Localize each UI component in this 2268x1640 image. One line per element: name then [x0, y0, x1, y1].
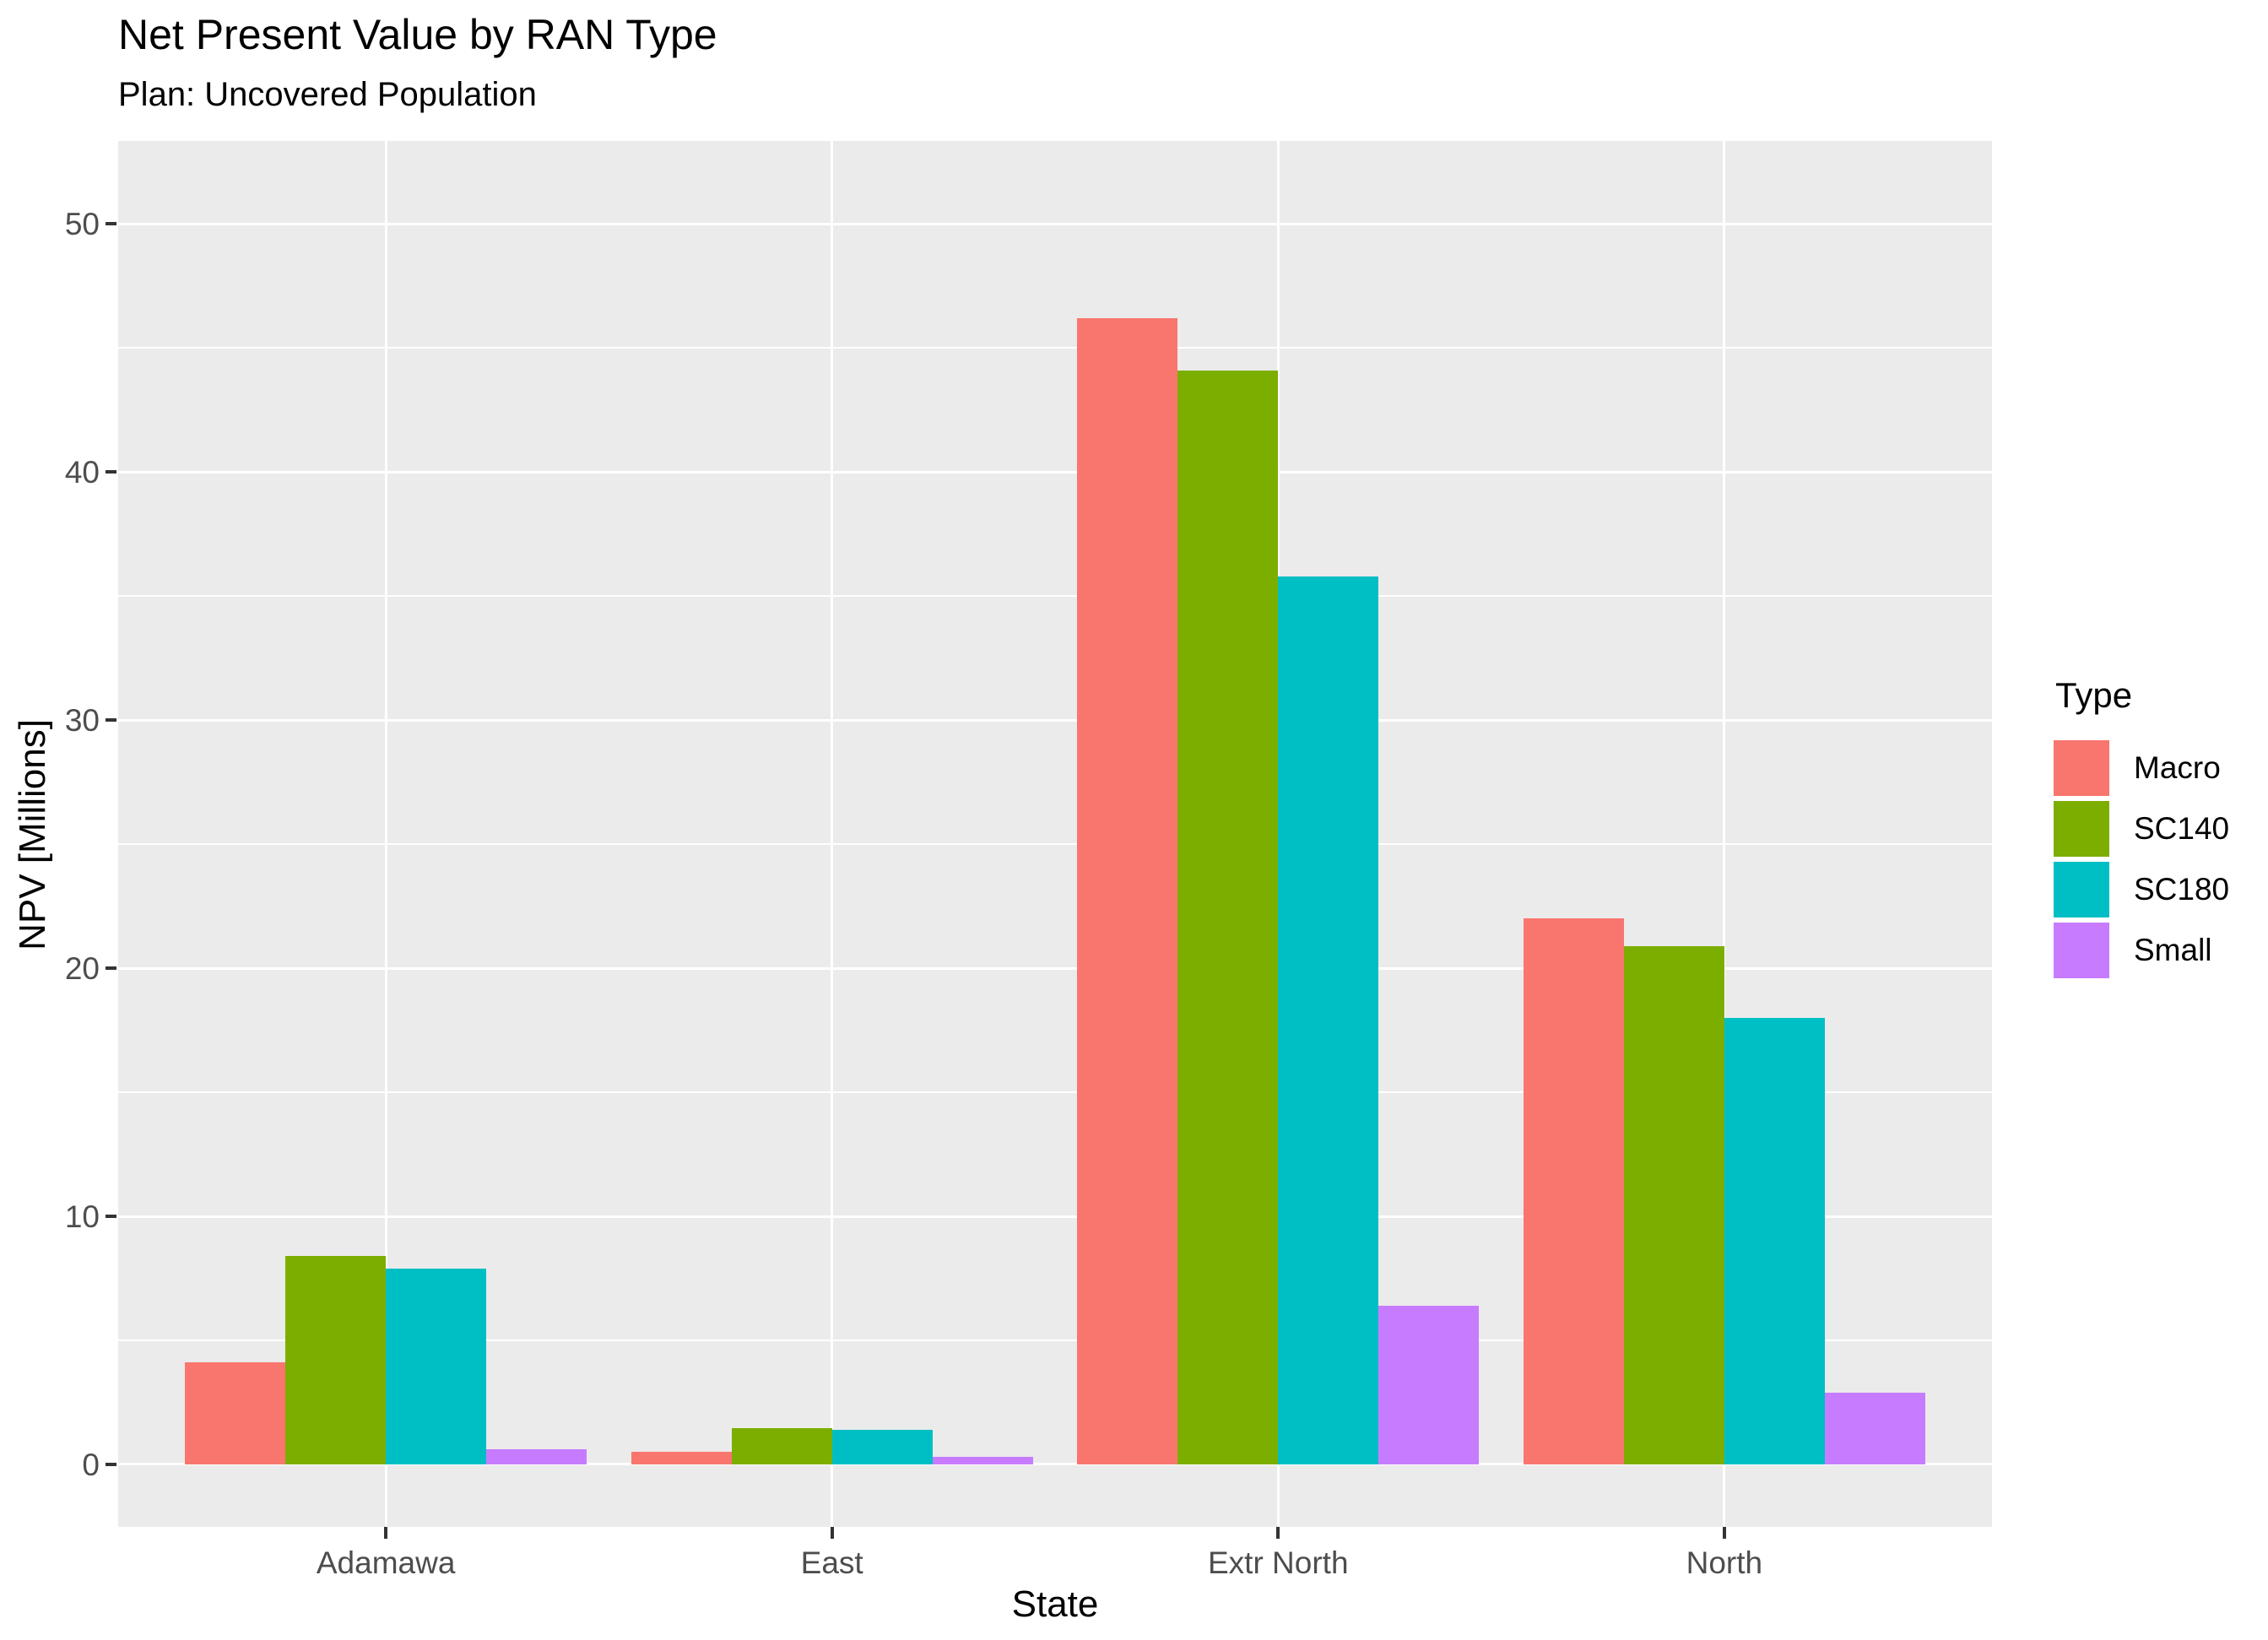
- legend-title: Type: [2055, 675, 2133, 715]
- y-tick-label: 0: [82, 1447, 100, 1482]
- y-tick-label: 50: [64, 207, 100, 242]
- bar-sc140-adamawa: [285, 1256, 387, 1464]
- y-axis-title: NPV [Millions]: [12, 719, 53, 950]
- legend-label: Small: [2134, 933, 2212, 967]
- x-tick: [830, 1527, 834, 1539]
- category-gridline: [1723, 141, 1726, 1527]
- x-tick: [384, 1527, 388, 1539]
- x-tick-label: Extr North: [1208, 1545, 1349, 1580]
- x-tick-label: East: [800, 1545, 863, 1580]
- bar-macro-extr-north: [1077, 318, 1178, 1464]
- category-gridline: [831, 141, 834, 1527]
- bar-sc180-adamawa: [386, 1268, 487, 1464]
- legend-label: SC140: [2134, 811, 2230, 846]
- macro-swatch: [2054, 740, 2109, 796]
- legend-item-small: Small: [2054, 923, 2268, 978]
- y-tick-label: 40: [64, 455, 100, 490]
- legend-item-sc140: SC140: [2054, 801, 2268, 857]
- y-tick: [106, 966, 116, 971]
- minor-gridline: [118, 1091, 1992, 1094]
- bar-macro-east: [631, 1452, 732, 1464]
- small-swatch: [2054, 923, 2109, 978]
- bar-macro-adamawa: [185, 1362, 286, 1464]
- minor-gridline: [118, 347, 1992, 349]
- bar-sc180-extr-north: [1278, 576, 1379, 1464]
- bar-sc140-east: [731, 1428, 832, 1464]
- y-tick-label: 30: [64, 703, 100, 739]
- x-tick-label: North: [1686, 1545, 1763, 1580]
- chart-title: Net Present Value by RAN Type: [118, 11, 717, 58]
- major-gridline: [118, 222, 1992, 225]
- sc180-swatch: [2054, 862, 2109, 917]
- bar-small-east: [932, 1457, 1033, 1464]
- legend-label: SC180: [2134, 872, 2230, 907]
- bar-sc140-extr-north: [1177, 370, 1279, 1464]
- minor-gridline: [118, 1339, 1992, 1341]
- bar-sc180-east: [831, 1429, 933, 1464]
- y-tick-label: 20: [64, 951, 100, 987]
- y-tick: [106, 222, 116, 226]
- y-tick: [106, 1215, 116, 1219]
- legend-item-sc180: SC180: [2054, 862, 2268, 917]
- minor-gridline: [118, 843, 1992, 846]
- major-gridline: [118, 718, 1992, 722]
- bar-macro-north: [1524, 918, 1624, 1464]
- y-tick: [106, 1462, 116, 1466]
- major-gridline: [118, 966, 1992, 970]
- legend-label: Macro: [2134, 750, 2221, 785]
- plot-panel: [118, 141, 1992, 1527]
- x-axis-title: State: [1011, 1583, 1099, 1625]
- minor-gridline: [118, 595, 1992, 598]
- category-gridline: [384, 141, 387, 1527]
- y-tick: [106, 470, 116, 474]
- major-gridline: [118, 470, 1992, 474]
- x-tick-label: Adamawa: [316, 1545, 456, 1580]
- bar-small-adamawa: [486, 1449, 587, 1464]
- bar-sc140-north: [1623, 945, 1724, 1464]
- bar-sc180-north: [1724, 1017, 1825, 1464]
- major-gridline: [118, 1463, 1992, 1466]
- y-tick: [106, 718, 116, 723]
- legend-item-macro: Macro: [2054, 740, 2268, 796]
- major-gridline: [118, 1215, 1992, 1218]
- y-tick-label: 10: [64, 1199, 100, 1235]
- bar-small-extr-north: [1378, 1305, 1480, 1464]
- x-tick: [1722, 1527, 1726, 1539]
- bar-small-north: [1824, 1392, 1925, 1464]
- sc140-swatch: [2054, 801, 2109, 857]
- x-tick: [1276, 1527, 1280, 1539]
- chart-subtitle: Plan: Uncovered Population: [118, 76, 537, 113]
